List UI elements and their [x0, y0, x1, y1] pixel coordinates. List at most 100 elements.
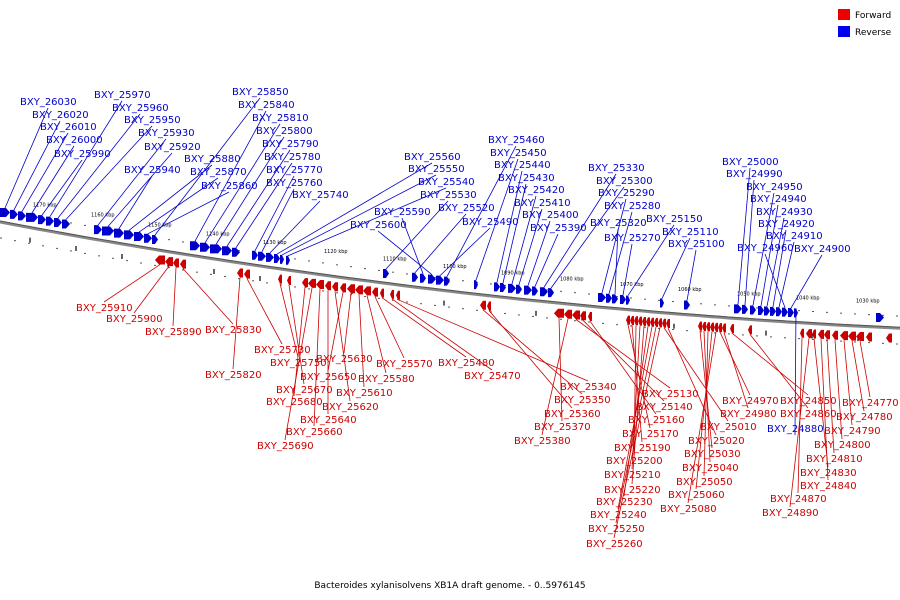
reverse-gene-arrow[interactable] [10, 209, 18, 219]
forward-gene-label[interactable]: BXY_24800 [814, 440, 871, 451]
reverse-gene-label[interactable]: BXY_25590 [374, 207, 431, 218]
forward-gene-arrow[interactable] [658, 318, 662, 328]
forward-gene-arrow[interactable] [642, 317, 646, 327]
forward-gene-label[interactable]: BXY_25910 [76, 303, 133, 314]
reverse-gene-label[interactable]: BXY_25920 [144, 142, 201, 153]
forward-gene-label[interactable]: BXY_25080 [660, 504, 717, 515]
forward-gene-label[interactable]: BXY_24970 [722, 396, 779, 407]
reverse-gene-arrow[interactable] [500, 283, 506, 292]
forward-gene-label[interactable]: BXY_25050 [676, 477, 733, 488]
forward-gene-arrow[interactable] [748, 325, 752, 335]
forward-gene-label[interactable]: BXY_25370 [534, 422, 591, 433]
reverse-gene-label[interactable]: BXY_24930 [756, 207, 813, 218]
reverse-gene-label[interactable]: BXY_24910 [766, 231, 823, 242]
forward-gene-arrow[interactable] [554, 308, 564, 318]
forward-gene-label[interactable]: BXY_25830 [205, 325, 262, 336]
reverse-gene-arrow[interactable] [18, 211, 26, 221]
forward-gene-arrow[interactable] [806, 329, 812, 339]
reverse-gene-arrow[interactable] [144, 233, 152, 243]
reverse-gene-label[interactable]: BXY_25970 [94, 90, 151, 101]
forward-gene-label[interactable]: BXY_24830 [800, 468, 857, 479]
forward-gene-arrow[interactable] [325, 281, 331, 291]
reverse-gene-arrow[interactable] [876, 313, 884, 323]
reverse-gene-label[interactable]: BXY_26020 [32, 110, 89, 121]
forward-gene-arrow[interactable] [634, 316, 638, 326]
forward-gene-arrow[interactable] [866, 332, 872, 342]
reverse-gene-label[interactable]: BXY_25870 [190, 167, 247, 178]
reverse-gene-label[interactable]: BXY_25810 [252, 113, 309, 124]
reverse-gene-arrow[interactable] [26, 212, 38, 222]
forward-gene-label[interactable]: BXY_25660 [286, 427, 343, 438]
forward-gene-arrow[interactable] [714, 322, 718, 332]
forward-gene-arrow[interactable] [638, 316, 642, 326]
reverse-gene-label[interactable]: BXY_25560 [404, 152, 461, 163]
reverse-gene-label[interactable]: BXY_26010 [40, 122, 97, 133]
forward-gene-label[interactable]: BXY_25820 [205, 370, 262, 381]
forward-gene-label[interactable]: BXY_24780 [836, 412, 893, 423]
reverse-gene-label[interactable]: BXY_25150 [646, 214, 703, 225]
forward-gene-arrow[interactable] [347, 284, 355, 294]
reverse-gene-label[interactable]: BXY_25110 [662, 227, 719, 238]
reverse-gene-arrow[interactable] [114, 228, 124, 238]
reverse-gene-label[interactable]: BXY_25760 [266, 178, 323, 189]
reverse-gene-label[interactable]: BXY_25800 [256, 126, 313, 137]
forward-gene-label[interactable]: BXY_25380 [514, 436, 571, 447]
reverse-gene-label[interactable]: BXY_25780 [264, 152, 321, 163]
forward-gene-label[interactable]: BXY_25030 [684, 449, 741, 460]
reverse-gene-label[interactable]: BXY_25790 [262, 139, 319, 150]
forward-gene-arrow[interactable] [363, 286, 371, 296]
forward-gene-arrow[interactable] [390, 289, 394, 299]
forward-gene-arrow[interactable] [372, 287, 378, 297]
reverse-gene-arrow[interactable] [54, 218, 62, 228]
reverse-gene-arrow[interactable] [660, 298, 664, 308]
forward-gene-label[interactable]: BXY_25250 [588, 524, 645, 535]
reverse-gene-label[interactable]: BXY_25490 [462, 217, 519, 228]
reverse-gene-arrow[interactable] [474, 280, 478, 290]
forward-gene-label[interactable]: BXY_25670 [276, 385, 333, 396]
reverse-gene-arrow[interactable] [38, 215, 46, 225]
forward-gene-label[interactable]: BXY_25570 [376, 359, 433, 370]
reverse-gene-label[interactable]: BXY_24950 [746, 182, 803, 193]
forward-gene-label[interactable]: BXY_25220 [604, 485, 661, 496]
reverse-gene-arrow[interactable] [684, 300, 690, 310]
reverse-gene-label[interactable]: BXY_25930 [138, 128, 195, 139]
reverse-gene-arrow[interactable] [508, 283, 516, 293]
forward-gene-arrow[interactable] [155, 255, 165, 265]
forward-gene-label[interactable]: BXY_25200 [606, 456, 663, 467]
reverse-gene-arrow[interactable] [274, 254, 280, 264]
reverse-gene-arrow[interactable] [124, 230, 134, 240]
reverse-gene-label[interactable]: BXY_25960 [112, 103, 169, 114]
forward-gene-arrow[interactable] [355, 285, 363, 295]
reverse-gene-arrow[interactable] [412, 272, 418, 282]
forward-gene-label[interactable]: BXY_25140 [636, 402, 693, 413]
reverse-gene-arrow[interactable] [598, 293, 606, 303]
forward-gene-arrow[interactable] [380, 288, 384, 298]
reverse-gene-arrow[interactable] [612, 294, 618, 304]
reverse-gene-label[interactable]: BXY_25940 [124, 165, 181, 176]
forward-gene-arrow[interactable] [487, 301, 491, 311]
reverse-gene-arrow[interactable] [770, 306, 776, 316]
reverse-gene-label[interactable]: BXY_25320 [590, 218, 647, 229]
forward-gene-label[interactable]: BXY_25690 [257, 441, 314, 452]
forward-gene-arrow[interactable] [396, 290, 400, 300]
forward-gene-label[interactable]: BXY_25630 [316, 354, 373, 365]
reverse-gene-arrow[interactable] [524, 285, 532, 295]
forward-gene-arrow[interactable] [564, 309, 572, 319]
forward-gene-label[interactable]: BXY_24840 [800, 481, 857, 492]
reverse-gene-arrow[interactable] [134, 232, 144, 242]
reverse-gene-arrow[interactable] [436, 275, 444, 285]
forward-gene-label[interactable]: BXY_25640 [300, 415, 357, 426]
forward-gene-arrow[interactable] [848, 331, 856, 341]
forward-gene-arrow[interactable] [698, 321, 702, 331]
forward-gene-label[interactable]: BXY_25890 [145, 327, 202, 338]
forward-gene-label[interactable]: BXY_25730 [254, 345, 311, 356]
forward-gene-arrow[interactable] [710, 322, 714, 332]
forward-gene-arrow[interactable] [824, 330, 830, 340]
reverse-gene-label[interactable]: BXY_25400 [522, 210, 579, 221]
reverse-gene-label[interactable]: BXY_25600 [350, 220, 407, 231]
reverse-gene-label[interactable]: BXY_25000 [722, 157, 779, 168]
forward-gene-arrow[interactable] [702, 321, 706, 331]
forward-gene-arrow[interactable] [173, 258, 179, 268]
reverse-gene-arrow[interactable] [742, 304, 748, 314]
reverse-gene-label[interactable]: BXY_24880 [767, 424, 824, 435]
